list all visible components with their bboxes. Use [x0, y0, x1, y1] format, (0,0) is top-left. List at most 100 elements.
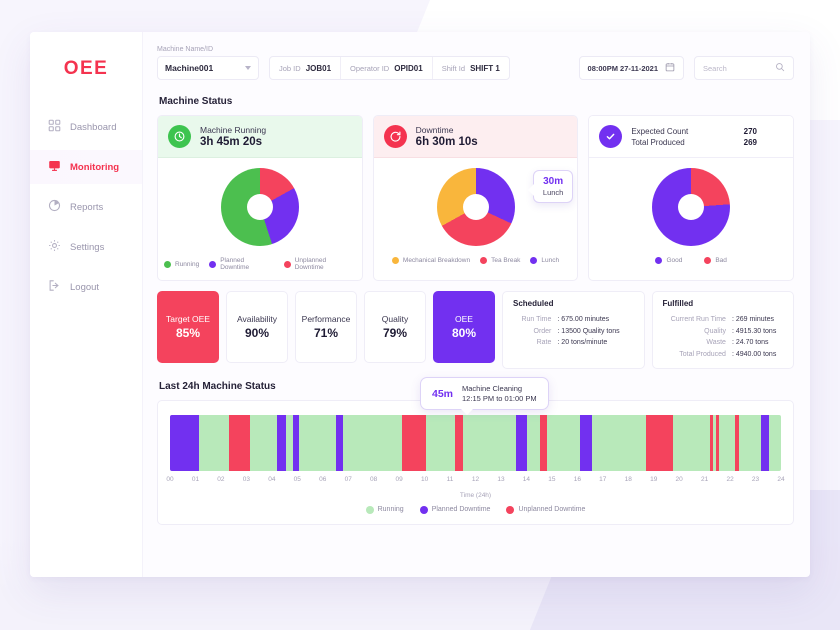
timeline-segment[interactable] [298, 415, 337, 472]
legend-label: Planned Downtime [431, 506, 491, 514]
axis-tick-label: 23 [751, 476, 760, 484]
axis-tick-label: 24 [777, 476, 785, 484]
sidebar-item-dashboard[interactable]: Dashboard [30, 110, 142, 144]
kpi-value: 80% [451, 325, 477, 340]
timeline-segment[interactable] [285, 415, 294, 472]
search-input[interactable]: Search [694, 56, 794, 80]
scheduled-panel: Scheduled Run Time : 675.00 minutes Orde… [502, 290, 645, 370]
chevron-down-icon [245, 66, 251, 70]
card-value: 3h 45m 20s [200, 136, 263, 148]
timeline-segment[interactable] [336, 415, 343, 472]
count-rows: Expected Count 270 Total Produced 269 [631, 127, 783, 147]
timeline-segment[interactable] [710, 415, 714, 472]
timeline-segment[interactable] [277, 415, 286, 472]
operator-id-cell[interactable]: Operator ID OPID01 [341, 57, 433, 79]
legend-dot [209, 260, 217, 268]
kpi-label: Performance [301, 313, 351, 324]
timeline-segment[interactable] [228, 415, 251, 472]
timeline-segment[interactable] [526, 415, 541, 472]
timeline-segment[interactable] [342, 415, 402, 472]
kpi-quality[interactable]: Quality 79% [364, 290, 426, 363]
gear-icon [48, 239, 61, 255]
timeline-segment[interactable] [425, 415, 456, 472]
row-label: Rate [536, 339, 552, 347]
legend-item: Lunch [530, 257, 559, 265]
timeline-segment[interactable] [401, 415, 426, 472]
fulfilled-panel: Fulfilled Current Run Time : 269 minutes… [651, 290, 794, 370]
machine-status-title: Machine Status [159, 96, 233, 107]
legend-label: Running [377, 506, 404, 514]
timeline-segment[interactable] [516, 415, 527, 472]
legend-item: Unplanned Downtime [283, 257, 356, 272]
app-logo: OEE [63, 58, 109, 79]
timeline-segment[interactable] [592, 415, 646, 472]
machine-running-donut[interactable] [220, 168, 299, 246]
row-label: Quality [704, 327, 726, 335]
timeline-segment[interactable] [540, 415, 548, 472]
timeline-segment[interactable] [547, 415, 580, 472]
kpi-target-oee[interactable]: Target OEE 85% [157, 290, 219, 363]
timeline-segment[interactable] [716, 415, 720, 472]
row-value: : 13500 Quality tons [557, 327, 620, 335]
kpi-value: 71% [313, 325, 339, 340]
row-value: : 675.00 minutes [557, 316, 610, 324]
kpi-availability[interactable]: Availability 90% [226, 290, 288, 363]
sidebar-item-settings[interactable]: Settings [30, 230, 142, 264]
timeline-segment[interactable] [579, 415, 593, 472]
timeline-segment[interactable] [170, 415, 200, 472]
quality-donut[interactable] [652, 168, 731, 246]
row-value: : 4940.00 tons [731, 351, 777, 359]
axis-tick-label: 20 [675, 476, 683, 484]
machine-select[interactable]: Machine001 [157, 56, 259, 80]
timeline-segment[interactable] [455, 415, 463, 472]
timeline-segment[interactable] [739, 415, 761, 472]
legend-dot [365, 506, 374, 515]
machine-select-value: Machine001 [165, 63, 214, 73]
donut-tooltip: 30m Lunch [527, 170, 574, 203]
timeline-segment[interactable] [719, 415, 736, 472]
kpi-performance[interactable]: Performance 71% [295, 290, 357, 363]
tooltip-duration: 45m [432, 387, 454, 400]
axis-tick-label: 12 [471, 476, 480, 484]
axis-tick-label: 07 [344, 476, 352, 484]
timeline-segment[interactable] [645, 415, 673, 472]
shift-id-label: Shift Id [441, 63, 466, 73]
job-id-cell[interactable]: Job ID JOB01 [270, 57, 342, 79]
total-produced-row: Total Produced 269 [631, 138, 783, 147]
kpi-oee[interactable]: OEE 80% [433, 290, 495, 363]
timeline-segment[interactable] [713, 415, 717, 472]
row-label: Order [533, 327, 552, 335]
axis-tick-label: 08 [370, 476, 378, 484]
timeline-tooltip: 45m Machine Cleaning 12:15 PM to 01:00 P… [420, 377, 549, 416]
legend-label: Mechanical Breakdown [402, 257, 471, 264]
timeline-segment[interactable] [250, 415, 278, 472]
timeline-bars[interactable] [170, 415, 781, 472]
row-value: : 269 minutes [731, 316, 774, 324]
search-placeholder: Search [703, 63, 727, 73]
expected-count-row: Expected Count 270 [631, 127, 783, 136]
sidebar-item-monitoring[interactable]: Monitoring [30, 150, 142, 184]
total-produced-value: 269 [743, 137, 758, 147]
donut-legend: Mechanical Breakdown Tea Break Lunch [380, 257, 572, 265]
timeline-title: Last 24h Machine Status [159, 381, 276, 393]
date-picker[interactable]: 08:00PM 27-11-2021 [578, 56, 684, 80]
table-row: Waste : 24.70 tons [665, 338, 782, 348]
shift-id-cell[interactable]: Shift Id SHIFT 1 [433, 57, 509, 79]
table-row: Rate : 20 tons/minute [515, 338, 632, 348]
sidebar-item-logout[interactable]: Logout [30, 270, 142, 304]
timeline-segment[interactable] [735, 415, 740, 472]
timeline-segment[interactable] [462, 415, 517, 472]
downtime-donut[interactable] [436, 168, 515, 246]
legend-dot [164, 260, 171, 268]
row-label: Run Time [521, 316, 552, 324]
card-header-text: Downtime 6h 30m 10s [416, 125, 478, 148]
fulfilled-table: Current Run Time : 269 minutes Quality :… [663, 313, 784, 361]
sidebar-item-label: Reports [70, 201, 104, 213]
timeline-segment[interactable] [199, 415, 229, 472]
sidebar-item-reports[interactable]: Reports [30, 190, 142, 224]
timeline-segment[interactable] [760, 415, 770, 472]
timeline-segment[interactable] [769, 415, 781, 472]
timeline-segment[interactable] [293, 415, 299, 472]
table-row: Quality : 4915.30 tons [665, 327, 782, 337]
timeline-segment[interactable] [672, 415, 711, 472]
